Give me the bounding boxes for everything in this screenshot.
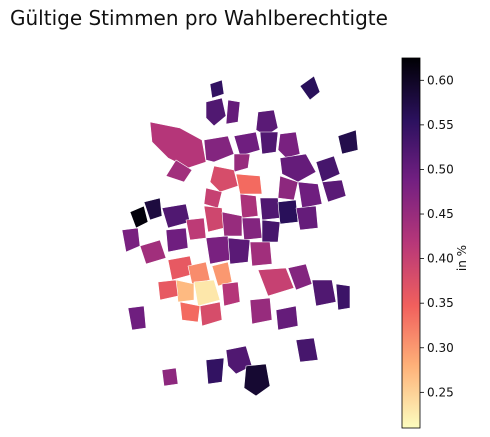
district-d10 — [233, 153, 251, 173]
colorbar-tick-label: 0.25 — [427, 385, 454, 399]
district-d27 — [185, 217, 207, 241]
district-d35 — [165, 227, 189, 253]
colorbar-tick-label: 0.35 — [427, 296, 454, 310]
colorbar-tick-label: 0.50 — [427, 162, 454, 176]
district-d07 — [233, 131, 261, 157]
district-d01 — [149, 121, 207, 169]
district-d53 — [275, 305, 299, 331]
district-d32 — [277, 199, 299, 225]
district-d34 — [139, 239, 167, 265]
district-d28 — [203, 205, 225, 233]
district-d23 — [129, 205, 149, 229]
district-d12 — [277, 131, 301, 159]
district-d20 — [321, 179, 347, 203]
district-d39 — [175, 279, 195, 303]
district-d60 — [161, 367, 179, 387]
district-d06 — [203, 135, 235, 163]
choropleth-map — [121, 75, 359, 397]
district-d59 — [295, 337, 319, 363]
district-d55 — [127, 305, 147, 331]
colorbar-tick-label: 0.45 — [427, 207, 454, 221]
district-d40 — [193, 279, 221, 307]
district-d52 — [335, 283, 351, 311]
district-d25 — [121, 227, 141, 253]
district-d24 — [143, 197, 163, 221]
district-d47 — [227, 237, 251, 265]
district-d13 — [209, 165, 239, 193]
district-d43 — [199, 301, 223, 327]
district-d16 — [239, 193, 259, 219]
district-d58 — [205, 357, 225, 385]
colorbar: 0.25 0.30 0.35 0.40 0.45 0.50 0.55 0.60 — [401, 57, 454, 429]
district-d02 — [205, 97, 227, 127]
district-d49 — [257, 267, 295, 297]
colorbar-tick-label: 0.40 — [427, 252, 454, 266]
district-d41 — [211, 261, 233, 287]
district-d45 — [157, 279, 179, 301]
district-d48 — [249, 241, 273, 267]
district-d29 — [221, 211, 243, 237]
district-d26 — [161, 203, 191, 229]
district-d50 — [287, 263, 313, 291]
district-d08 — [259, 131, 279, 155]
district-d17 — [279, 153, 317, 183]
district-d38 — [187, 261, 211, 285]
district-d54 — [249, 297, 273, 325]
colorbar-gradient — [401, 57, 421, 429]
district-d30 — [241, 217, 263, 241]
colorbar-tick-label: 0.55 — [427, 118, 454, 132]
district-d46 — [205, 235, 231, 265]
district-d14 — [235, 173, 263, 195]
map-title: Gültige Stimmen pro Wahlberechtigte — [10, 6, 388, 30]
district-d44 — [221, 281, 241, 307]
district-d51 — [311, 279, 337, 307]
district-d42 — [179, 301, 201, 323]
colorbar-tick-label: 0.30 — [427, 341, 454, 355]
district-d56 — [225, 345, 253, 375]
colorbar-label: in % — [455, 244, 469, 272]
district-d09 — [299, 75, 321, 101]
district-d57 — [243, 363, 271, 397]
colorbar-tick-label: 0.60 — [427, 73, 454, 87]
district-d21 — [297, 181, 323, 209]
district-d04 — [209, 79, 225, 99]
district-d19 — [337, 129, 359, 155]
district-d11 — [165, 159, 193, 183]
district-d36 — [261, 219, 281, 243]
district-d03 — [225, 99, 241, 125]
district-d18 — [315, 155, 341, 183]
district-d33 — [295, 205, 319, 231]
district-d31 — [259, 197, 281, 221]
